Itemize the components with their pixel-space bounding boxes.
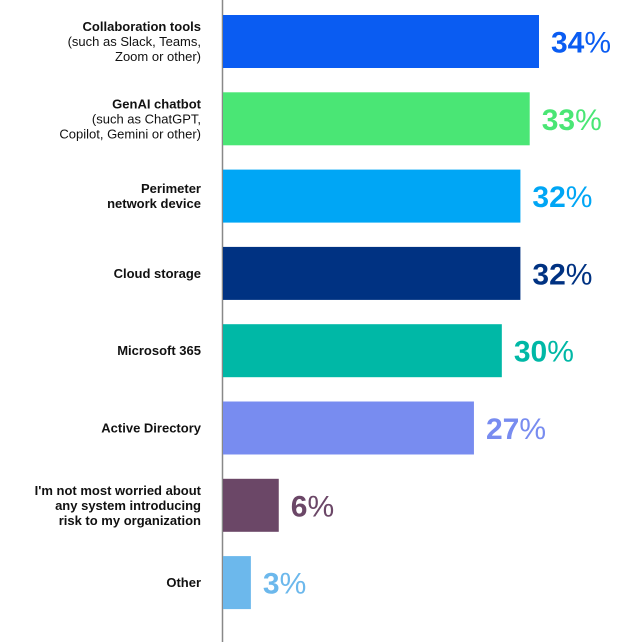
category-label-2-line-0: Perimeter bbox=[141, 181, 201, 196]
bar-4 bbox=[223, 324, 502, 378]
category-label-0-line-0: Collaboration tools bbox=[83, 19, 201, 34]
bar-0 bbox=[223, 15, 539, 68]
category-label-4-line-0: Microsoft 365 bbox=[117, 343, 201, 358]
value-percent-sign-3: % bbox=[566, 258, 593, 291]
value-label-3: 32% bbox=[532, 258, 592, 291]
value-label-1: 33% bbox=[542, 104, 602, 137]
value-number-0: 34 bbox=[551, 27, 585, 60]
value-number-7: 3 bbox=[263, 568, 280, 601]
value-label-2: 32% bbox=[532, 181, 592, 214]
value-percent-sign-1: % bbox=[575, 104, 602, 137]
category-label-7-line-0: Other bbox=[166, 575, 201, 590]
bar-3 bbox=[223, 246, 521, 300]
value-number-5: 27 bbox=[486, 413, 519, 446]
category-label-0-line-1: (such as Slack, Teams, bbox=[68, 34, 201, 49]
category-label-5-line-0: Active Directory bbox=[101, 421, 201, 436]
value-label-5: 27% bbox=[486, 413, 546, 446]
category-label-1-line-2: Copilot, Gemini or other) bbox=[59, 126, 201, 141]
category-label-6-line-2: risk to my organization bbox=[59, 513, 201, 528]
value-percent-sign-4: % bbox=[547, 336, 574, 369]
category-label-6-line-0: I'm not most worried about bbox=[35, 483, 202, 498]
value-label-6: 6% bbox=[291, 490, 334, 523]
value-number-3: 32 bbox=[532, 258, 565, 291]
value-percent-sign-7: % bbox=[280, 568, 307, 601]
value-percent-sign-6: % bbox=[307, 490, 334, 523]
category-label-1-line-0: GenAI chatbot bbox=[112, 96, 202, 111]
category-label-3-line-0: Cloud storage bbox=[114, 266, 201, 281]
value-number-1: 33 bbox=[542, 104, 575, 137]
value-number-2: 32 bbox=[532, 181, 565, 214]
category-label-6-line-1: any system introducing bbox=[55, 498, 201, 513]
bar-1 bbox=[223, 92, 530, 146]
value-number-6: 6 bbox=[291, 490, 308, 523]
category-label-2-line-1: network device bbox=[107, 196, 201, 211]
bar-6 bbox=[223, 478, 279, 532]
bar-7 bbox=[223, 556, 251, 610]
bar-2 bbox=[223, 169, 521, 223]
category-label-1-line-1: (such as ChatGPT, bbox=[92, 111, 201, 126]
value-percent-sign-0: % bbox=[584, 27, 611, 60]
value-percent-sign-5: % bbox=[519, 413, 546, 446]
value-label-0: 34% bbox=[551, 27, 611, 60]
value-percent-sign-2: % bbox=[566, 181, 593, 214]
bars-group: Collaboration tools(such as Slack, Teams… bbox=[35, 15, 611, 610]
category-label-0-line-2: Zoom or other) bbox=[115, 49, 201, 64]
value-label-7: 3% bbox=[263, 568, 306, 601]
bar-5 bbox=[223, 401, 474, 455]
value-label-4: 30% bbox=[514, 336, 574, 369]
value-number-4: 30 bbox=[514, 336, 547, 369]
